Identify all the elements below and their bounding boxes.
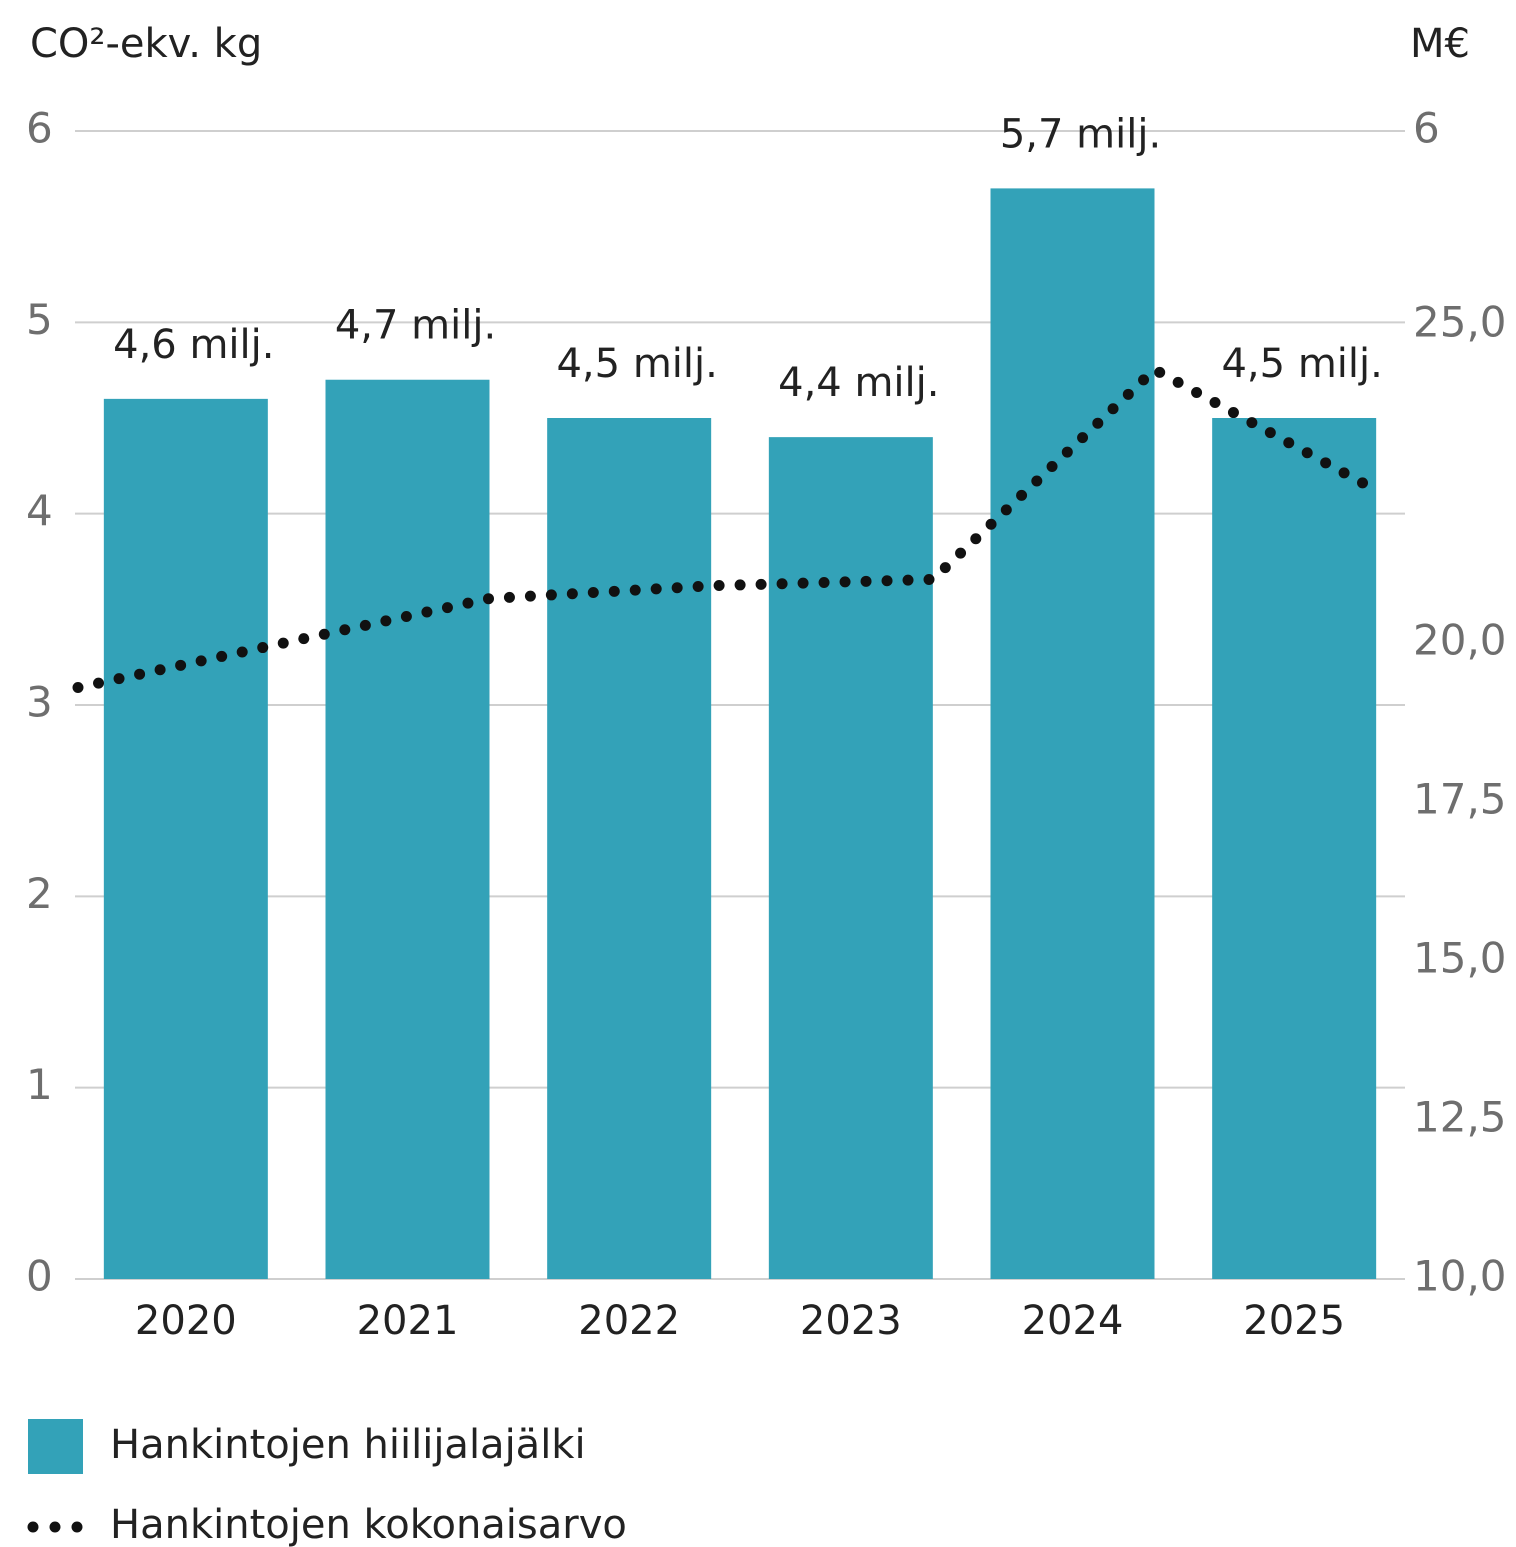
y-tick-label: 1 [26, 1060, 53, 1109]
y-tick-label: 3 [26, 678, 53, 727]
x-tick-label: 2023 [800, 1298, 902, 1344]
legend-label: Hankintojen hiilijalajälki [110, 1422, 586, 1468]
legend-swatch [28, 1419, 83, 1474]
bar [325, 379, 490, 1279]
y2-tick-label: 25,0 [1413, 298, 1507, 347]
y2-axis-label: M€ [1410, 21, 1470, 67]
y2-tick-label: 20,0 [1413, 616, 1507, 665]
legend-label: Hankintojen kokonaisarvo [110, 1502, 627, 1547]
y-axis-label: CO²-ekv. kg [30, 21, 262, 67]
data-label: 4,6 milj. [113, 322, 274, 368]
bar [1212, 418, 1377, 1279]
x-tick-label: 2020 [135, 1298, 237, 1344]
x-tick-label: 2024 [1022, 1298, 1124, 1344]
x-tick-label: 2022 [578, 1298, 680, 1344]
data-label: 4,4 milj. [778, 360, 939, 406]
y2-tick-label: 15,0 [1413, 934, 1507, 983]
data-label: 4,7 milj. [335, 303, 496, 349]
y2-tick-label: 17,5 [1413, 775, 1507, 824]
bar [768, 437, 933, 1280]
x-tick-label: 2025 [1243, 1298, 1345, 1344]
y2-top-label: 6 [1413, 104, 1440, 153]
y-tick-label: 2 [26, 869, 53, 918]
line [72, 362, 1382, 694]
bar [547, 418, 712, 1279]
y2-tick-label: 10,0 [1413, 1252, 1507, 1301]
y-tick-label: 6 [26, 104, 53, 153]
y-tick-label: 4 [26, 486, 53, 535]
bar [990, 188, 1155, 1279]
y-tick-label: 0 [26, 1252, 53, 1301]
y2-tick-label: 12,5 [1413, 1093, 1507, 1142]
x-tick-label: 2021 [357, 1298, 459, 1344]
bar [103, 398, 268, 1279]
data-label: 5,7 milj. [1000, 111, 1161, 157]
data-label: 4,5 milj. [556, 341, 717, 387]
y-tick-label: 5 [26, 295, 53, 344]
data-label: 4,5 milj. [1221, 341, 1382, 387]
